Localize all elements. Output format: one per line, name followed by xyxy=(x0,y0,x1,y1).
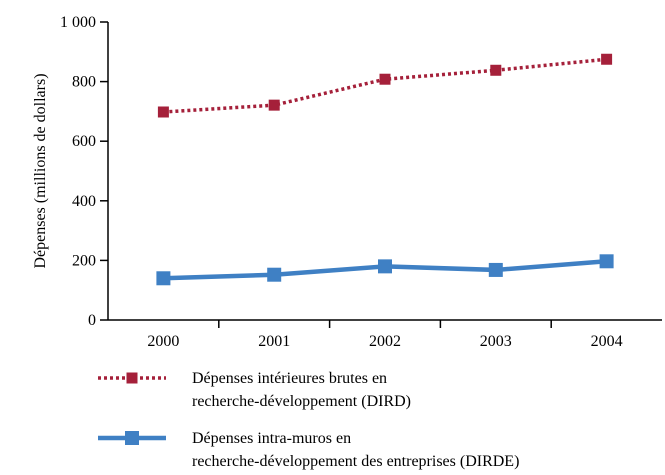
y-tick-label: 0 xyxy=(88,312,96,329)
y-tick-label: 200 xyxy=(72,252,96,269)
y-tick-label: 1 000 xyxy=(60,14,96,31)
x-tick-label: 2003 xyxy=(480,333,512,350)
marker xyxy=(490,64,502,76)
marker xyxy=(268,99,280,111)
marker xyxy=(378,259,392,274)
y-tick-label: 800 xyxy=(72,74,96,91)
y-tick-label: 400 xyxy=(72,193,96,210)
marker xyxy=(379,73,391,85)
legend-label: Dépenses intérieures brutes en recherche-… xyxy=(192,370,411,410)
x-tick-label: 2004 xyxy=(591,333,623,350)
x-tick-label: 2002 xyxy=(369,333,401,350)
legend-marker xyxy=(125,431,139,445)
marker xyxy=(156,271,171,286)
y-tick-label: 600 xyxy=(72,133,96,150)
marker xyxy=(599,254,614,269)
marker xyxy=(267,267,282,282)
marker xyxy=(157,106,169,118)
series-line xyxy=(163,57,607,114)
x-tick-label: 2000 xyxy=(147,333,179,350)
marker xyxy=(488,262,503,277)
x-tick-label: 2001 xyxy=(258,333,290,350)
marker xyxy=(601,53,613,65)
y-axis-label: Dépenses (millions de dollars) xyxy=(32,73,49,268)
legend-marker xyxy=(126,372,138,384)
legend-label: Dépenses intra-muros en recherche-dévelop… xyxy=(192,430,519,470)
